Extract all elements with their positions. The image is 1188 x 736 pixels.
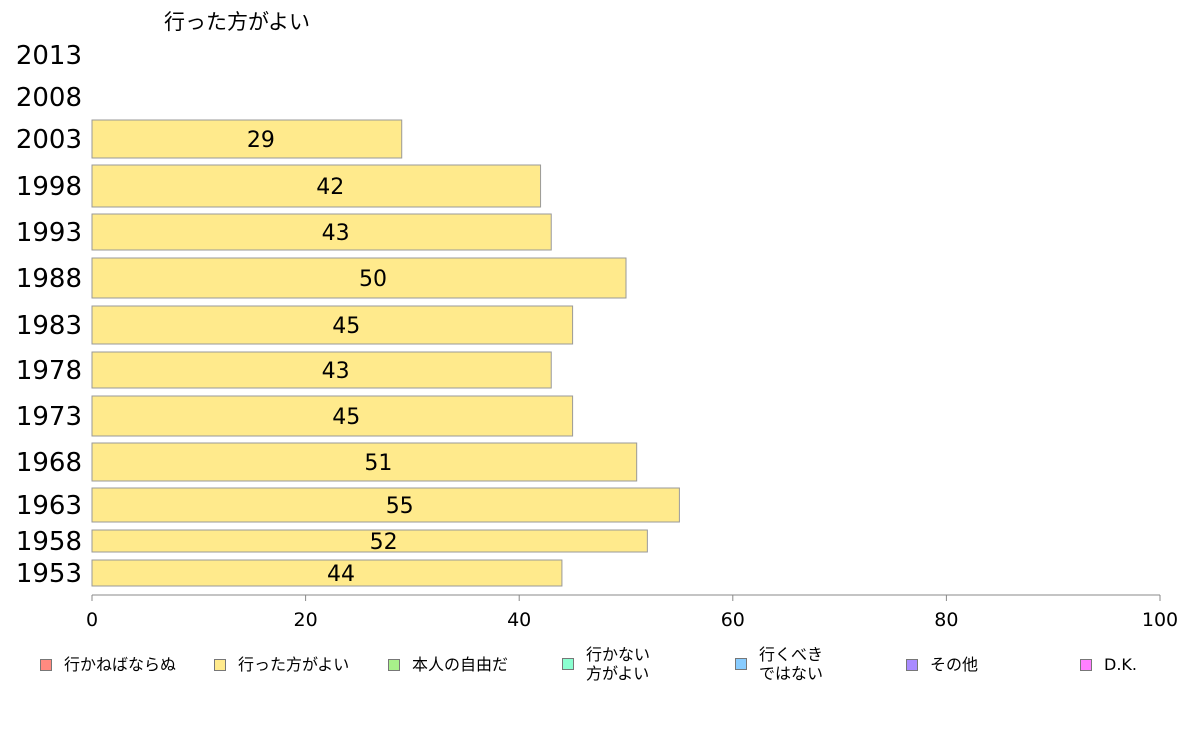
legend-item: 行った方がよい (214, 655, 349, 674)
chart-title: 行った方がよい (164, 10, 310, 34)
data-label: 43 (322, 221, 350, 246)
data-label: 50 (359, 267, 387, 292)
category-label: 1988 (16, 264, 82, 294)
data-label: 55 (386, 494, 414, 519)
data-label: 44 (327, 562, 355, 587)
legend-item: 行くべき ではない (735, 645, 823, 683)
category-label: 1953 (16, 559, 82, 589)
legend-item: 本人の自由だ (388, 655, 508, 674)
bar (91, 305, 574, 345)
legend-swatch (906, 658, 918, 671)
category-label: 1958 (16, 527, 82, 557)
bar (91, 529, 648, 553)
x-tick-label: 100 (1142, 609, 1178, 631)
bar (91, 442, 638, 482)
x-tick-label: 20 (294, 609, 318, 631)
category-label: 2008 (16, 83, 82, 113)
category-label: 1993 (16, 218, 82, 248)
category-label: 1968 (16, 448, 82, 478)
legend: 行かねばならぬ 行った方がよい 本人の自由だ 行かない 方がよい 行くべき ではない その… (0, 640, 1188, 700)
data-label: 52 (370, 530, 398, 555)
legend-swatch (214, 658, 226, 671)
legend-label: 行った方がよい (238, 655, 350, 674)
legend-item: 行かない 方がよい (562, 645, 650, 683)
legend-item: その他 (906, 655, 978, 674)
data-label: 51 (364, 451, 392, 476)
data-label: 45 (332, 405, 360, 430)
data-label: 43 (322, 359, 350, 384)
bar (91, 559, 563, 587)
x-tick-label: 80 (934, 609, 958, 631)
category-label: 2013 (16, 41, 82, 71)
legend-label: 行かねばならぬ (64, 655, 177, 674)
data-label: 42 (316, 175, 344, 200)
bar (91, 257, 627, 299)
bar (91, 119, 403, 159)
legend-label: 本人の自由だ (412, 655, 509, 674)
data-label: 29 (247, 128, 275, 153)
bar-chart: 2013 2008 2003 29 1998 42 1993 43 1988 50 1983 45 19… (16, 41, 1178, 631)
legend-label: 行くべき ではない (759, 645, 824, 683)
legend-label: D.K. (1104, 655, 1137, 674)
legend-label: 行かない 方がよい (586, 645, 651, 683)
legend-label: その他 (930, 655, 979, 674)
legend-swatch (40, 658, 52, 671)
category-label: 1973 (16, 402, 82, 432)
bar (91, 395, 574, 437)
legend-swatch (1080, 658, 1092, 671)
data-label: 45 (332, 314, 360, 339)
x-tick-label: 40 (507, 609, 531, 631)
category-label: 1963 (16, 491, 82, 521)
legend-swatch (735, 658, 747, 670)
legend-item: D.K. (1080, 655, 1137, 674)
x-tick-label: 60 (721, 609, 745, 631)
category-label: 1978 (16, 356, 82, 386)
bar (91, 351, 552, 389)
bar (91, 164, 542, 208)
x-tick-label: 0 (86, 609, 98, 631)
legend-swatch (388, 658, 400, 671)
category-label: 1998 (16, 172, 82, 202)
bar (91, 213, 552, 251)
bar (91, 487, 680, 523)
category-label: 1983 (16, 311, 82, 341)
legend-item: 行かねばならぬ (40, 655, 176, 674)
legend-swatch (562, 658, 574, 670)
category-label: 2003 (16, 125, 82, 155)
